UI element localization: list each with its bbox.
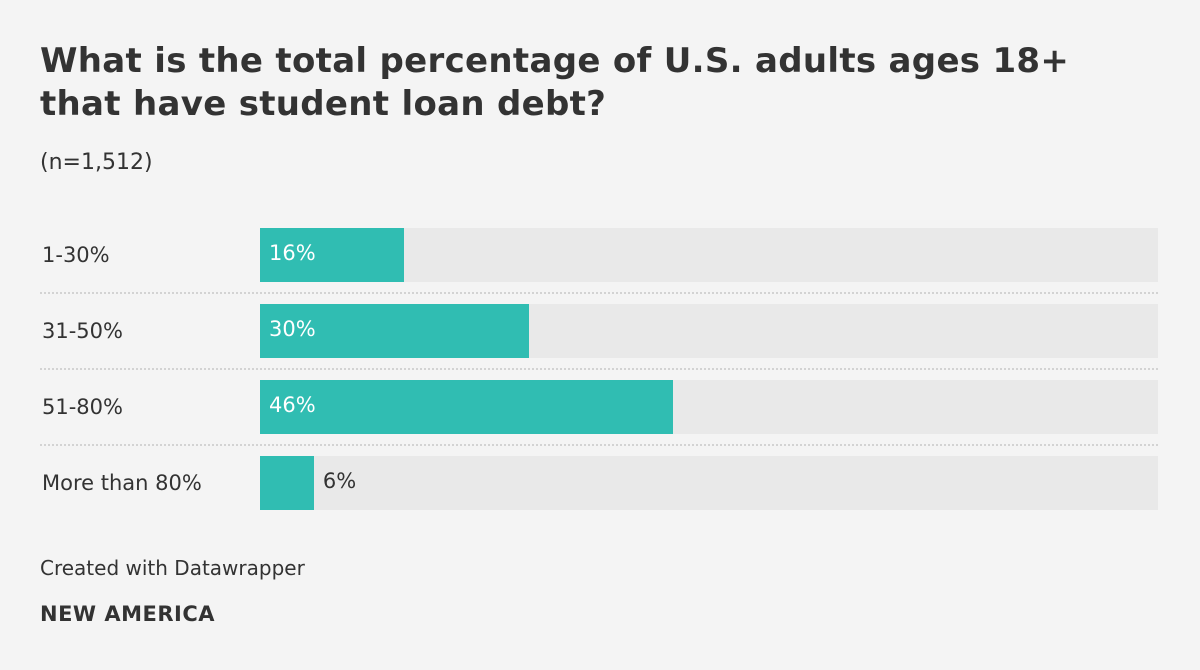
- brand-logo: NEW AMERICA: [40, 602, 216, 626]
- value-label: 16%: [269, 241, 316, 265]
- bar: [260, 456, 314, 510]
- category-label: 31-50%: [42, 319, 123, 343]
- chart-subtitle: (n=1,512): [40, 150, 153, 175]
- bar-track: 30%: [260, 304, 1158, 358]
- row-separator: [40, 292, 1158, 294]
- row-separator: [40, 368, 1158, 370]
- bar: [260, 228, 404, 282]
- bar-track: 6%: [260, 456, 1158, 510]
- row-separator: [40, 444, 1158, 446]
- credit[interactable]: Created with Datawrapper: [40, 556, 305, 580]
- bar-row: 51-80% 46%: [0, 380, 1200, 434]
- bar: [260, 304, 530, 358]
- value-label: 46%: [269, 393, 316, 417]
- bar-row: More than 80% 6%: [0, 456, 1200, 510]
- bar-row: 1-30% 16%: [0, 228, 1200, 282]
- category-label: 51-80%: [42, 395, 123, 419]
- bar-row: 31-50% 30%: [0, 304, 1200, 358]
- category-label: More than 80%: [42, 471, 202, 495]
- bar: [260, 380, 674, 434]
- bar-track: 16%: [260, 228, 1158, 282]
- chart-title: What is the total percentage of U.S. adu…: [40, 41, 1070, 124]
- category-label: 1-30%: [42, 243, 110, 267]
- value-label: 30%: [269, 317, 316, 341]
- bar-track: 46%: [260, 380, 1158, 434]
- value-label: 6%: [322, 469, 357, 493]
